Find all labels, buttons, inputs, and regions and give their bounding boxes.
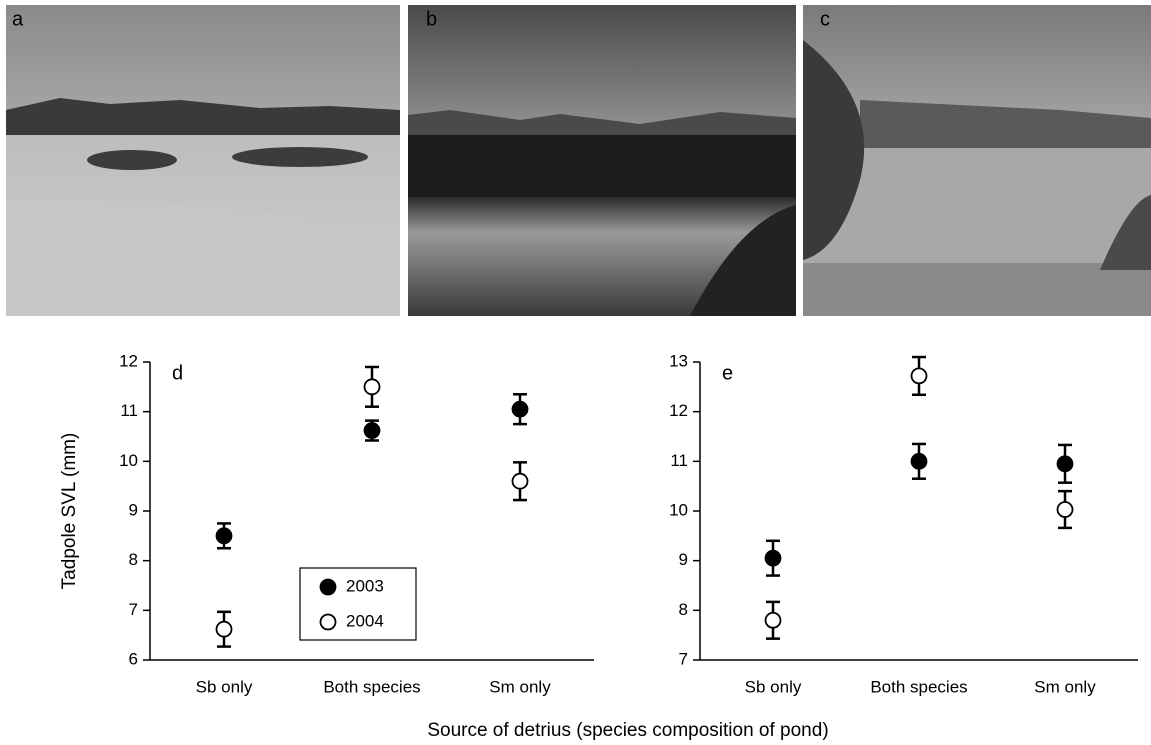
x-tick-label: Both species: [323, 677, 420, 696]
point: [511, 472, 529, 490]
y-tick-label: 6: [129, 649, 138, 668]
point: [1056, 455, 1074, 473]
y-tick-label: 10: [119, 451, 138, 470]
photo-label: b: [426, 8, 437, 30]
point: [1056, 501, 1074, 518]
y-tick-label: 8: [129, 550, 138, 569]
x-axis-title: Source of detrius (species composition o…: [427, 720, 828, 741]
y-axis-title: Tadpole SVL (mm): [59, 433, 80, 590]
photo-label: c: [820, 8, 830, 30]
point: [910, 452, 928, 470]
point: [363, 378, 381, 396]
y-tick-label: 8: [679, 600, 688, 619]
y-tick-label: 12: [669, 401, 688, 420]
legend-label: 2004: [346, 611, 384, 630]
y-tick-label: 12: [119, 351, 138, 370]
point: [764, 611, 782, 629]
legend-marker: [319, 578, 337, 596]
point: [215, 527, 233, 545]
photo-label: a: [12, 8, 24, 30]
legend-label: 2003: [346, 576, 384, 595]
y-tick-label: 13: [669, 351, 688, 370]
photo-a: [6, 5, 400, 316]
legend-marker: [319, 613, 337, 631]
y-tick-label: 9: [679, 550, 688, 569]
y-tick-label: 7: [679, 649, 688, 668]
legend-box: [299, 567, 417, 641]
y-tick-label: 10: [669, 500, 688, 519]
panel-label: d: [172, 362, 183, 384]
x-tick-label: Sm only: [1034, 677, 1096, 696]
point: [910, 367, 928, 385]
photo-b: [408, 5, 796, 316]
y-tick-label: 7: [129, 600, 138, 619]
point: [511, 400, 529, 418]
y-tick-label: 11: [670, 451, 688, 470]
x-tick-label: Both species: [870, 677, 967, 696]
panel-label: e: [722, 362, 733, 384]
y-tick-label: 9: [129, 500, 138, 519]
y-tick-label: 11: [120, 401, 138, 420]
point: [764, 549, 782, 567]
x-tick-label: Sb only: [745, 677, 802, 696]
photo-c: [803, 5, 1151, 316]
point: [215, 620, 233, 638]
x-tick-label: Sm only: [489, 677, 551, 696]
x-tick-label: Sb only: [196, 677, 253, 696]
point: [363, 422, 381, 439]
